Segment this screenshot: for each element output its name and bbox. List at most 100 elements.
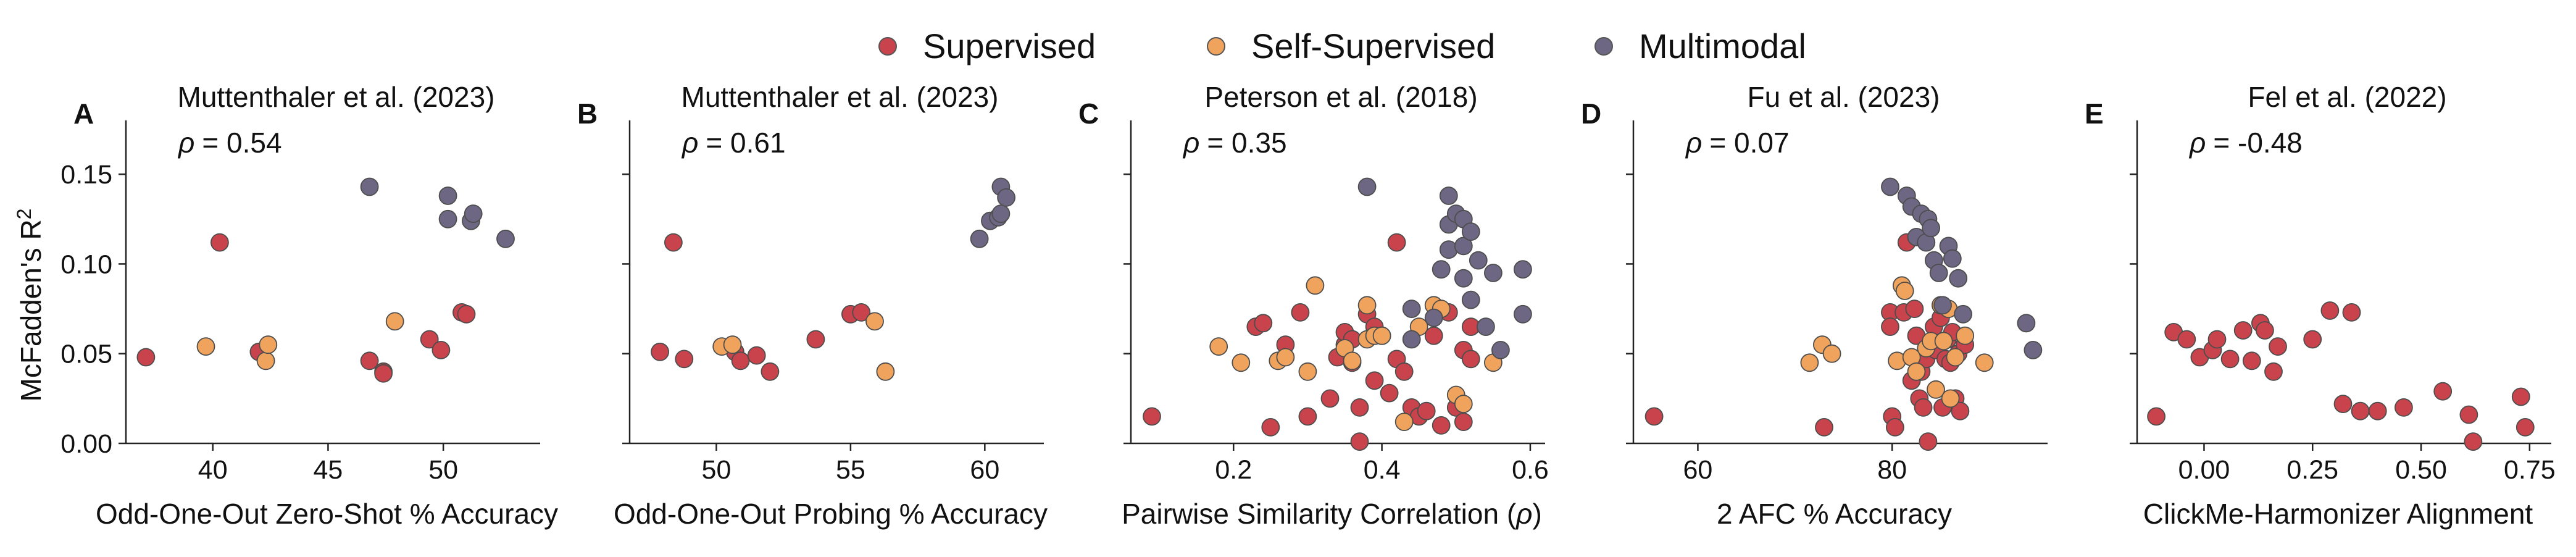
data-point-self-supervised xyxy=(1941,389,1960,408)
scatter-points xyxy=(651,177,1015,381)
data-point-supervised xyxy=(2368,401,2387,421)
data-point-multimodal xyxy=(1949,269,1968,288)
data-point-supervised xyxy=(420,330,439,349)
data-point-supervised xyxy=(1291,303,1310,322)
data-point-supervised xyxy=(1461,350,1480,369)
data-point-self-supervised xyxy=(1946,348,1965,367)
data-point-supervised xyxy=(651,342,669,361)
legend-item-self-supervised: Self-Supervised xyxy=(1207,27,1495,65)
data-point-self-supervised xyxy=(1454,395,1473,413)
data-point-self-supervised xyxy=(1934,332,1953,351)
data-point-multimodal xyxy=(1469,251,1488,270)
x-tick-label: 80 xyxy=(1877,455,1907,485)
data-point-multimodal xyxy=(997,188,1015,207)
x-tick-label: 60 xyxy=(970,455,999,485)
data-point-multimodal xyxy=(1513,304,1532,324)
data-point-supervised xyxy=(1885,418,1904,437)
data-point-supervised xyxy=(1261,418,1280,437)
x-axis-title-part: Pairwise Similarity Correlation ( xyxy=(1122,498,1517,530)
data-point-supervised xyxy=(1919,432,1938,451)
panel-a: Muttenthaler et al. (2023) Aρ = 0.54 0.00 0.… xyxy=(60,81,558,530)
panel-letter: D xyxy=(1581,98,1601,130)
data-point-self-supervised xyxy=(1956,326,1975,345)
data-point-multimodal xyxy=(438,209,457,228)
y-tick-label: 0.15 xyxy=(60,160,112,190)
data-point-self-supervised xyxy=(1822,344,1841,363)
x-axis-title-part: ClickMe-Harmonizer Alignment xyxy=(2143,498,2533,530)
x-tick-label: 0.75 xyxy=(2504,455,2556,485)
data-point-supervised xyxy=(2516,418,2535,437)
data-point-multimodal xyxy=(1454,269,1473,288)
data-point-multimodal xyxy=(991,204,1011,224)
data-point-supervised xyxy=(675,350,694,369)
x-tick-label: 50 xyxy=(428,455,458,485)
scatter-points xyxy=(1143,177,1532,451)
panel-title: Muttenthaler et al. (2023) xyxy=(682,81,999,113)
data-point-multimodal xyxy=(1357,177,1377,196)
x-tick-label: 0.6 xyxy=(1512,455,1549,485)
panel-letter: E xyxy=(2085,98,2104,130)
data-point-supervised xyxy=(1365,371,1384,390)
data-point-supervised xyxy=(1350,398,1369,417)
data-point-supervised xyxy=(457,304,476,324)
data-point-supervised xyxy=(761,362,780,381)
data-point-supervised xyxy=(1454,413,1473,431)
data-point-supervised xyxy=(2233,321,2253,340)
data-point-self-supervised xyxy=(876,362,895,381)
correlation-annotation: ρ = 0.35 xyxy=(1182,127,1287,159)
data-point-supervised xyxy=(1881,317,1899,336)
data-point-multimodal xyxy=(438,186,457,205)
legend-label: Self-Supervised xyxy=(1251,27,1495,65)
x-axis-title: Odd-One-Out Probing % Accuracy xyxy=(614,498,1048,530)
data-point-supervised xyxy=(1298,407,1317,426)
data-point-supervised xyxy=(2207,330,2227,349)
data-point-self-supervised xyxy=(865,312,884,331)
rho-symbol: ρ xyxy=(1685,127,1702,159)
data-point-supervised xyxy=(1143,407,1161,426)
x-tick-label: 0.25 xyxy=(2286,455,2338,485)
y-tick-label: 0.00 xyxy=(60,429,112,459)
panels: Muttenthaler et al. (2023)Aρ = 0.540.000.… xyxy=(60,81,2555,530)
x-tick-label: 0.2 xyxy=(1215,455,1252,485)
x-axis-title-part: Odd-One-Out Probing % Accuracy xyxy=(614,498,1048,530)
data-point-multimodal xyxy=(1513,260,1532,279)
x-axis-title: Pairwise Similarity Correlation (ρ) xyxy=(1122,498,1542,530)
data-point-supervised xyxy=(1914,398,1933,417)
data-point-supervised xyxy=(1254,314,1273,333)
data-point-supervised xyxy=(664,233,683,252)
data-point-supervised xyxy=(136,348,156,367)
data-point-multimodal xyxy=(1929,264,1948,282)
data-point-multimodal xyxy=(1954,304,1973,324)
legend-label: Supervised xyxy=(923,27,1096,65)
data-point-supervised xyxy=(2511,387,2530,406)
data-point-self-supervised xyxy=(1800,353,1819,372)
data-point-self-supervised xyxy=(1298,362,1317,381)
data-point-self-supervised xyxy=(1209,337,1228,356)
data-point-supervised xyxy=(1387,233,1406,252)
data-point-multimodal xyxy=(464,204,483,224)
data-point-supervised xyxy=(2433,382,2453,401)
data-point-supervised xyxy=(1350,432,1369,451)
data-point-supervised xyxy=(2351,401,2370,421)
data-point-multimodal xyxy=(1402,330,1421,349)
rho-value: = -0.48 xyxy=(2213,127,2303,159)
data-point-multimodal xyxy=(1933,296,1952,315)
legend-item-multimodal: Multimodal xyxy=(1594,27,1806,65)
legend-label: Multimodal xyxy=(1639,27,1806,65)
x-tick-label: 40 xyxy=(198,455,228,485)
y-axis-title: McFadden's R2 xyxy=(13,209,47,402)
data-point-multimodal xyxy=(1922,219,1941,238)
rho-symbol: ρ xyxy=(1182,127,1199,159)
data-point-supervised xyxy=(747,346,766,365)
legend: Supervised Self-Supervised Multimodal xyxy=(878,27,1806,65)
data-point-supervised xyxy=(431,341,451,359)
data-point-self-supervised xyxy=(1394,413,1414,431)
correlation-annotation: ρ = 0.54 xyxy=(177,127,282,159)
panel-d: Fu et al. (2023) Dρ = 0.07 60 80 2 AFC % Accu… xyxy=(1581,81,2048,530)
data-point-supervised xyxy=(2177,330,2196,349)
panel-b: Muttenthaler et al. (2023) Bρ = 0.61 50 55 60… xyxy=(577,81,1048,530)
data-point-supervised xyxy=(2264,362,2283,381)
data-point-supervised xyxy=(2147,407,2166,426)
